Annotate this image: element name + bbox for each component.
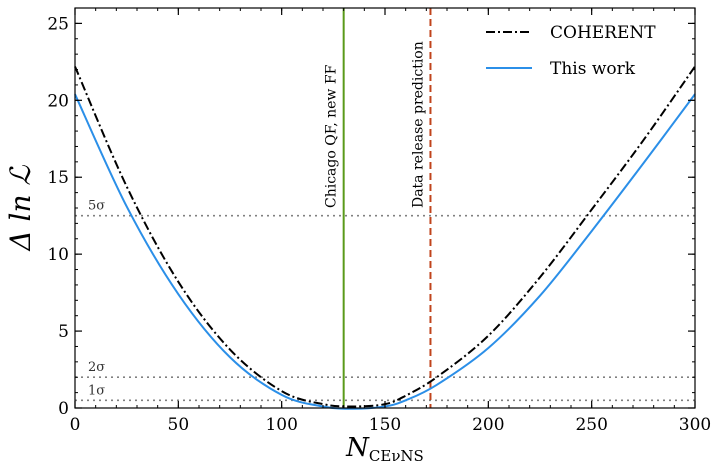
x-tick-label: 300 (679, 415, 711, 435)
x-tick-label: 50 (168, 415, 190, 435)
y-axis-title: Δ ln ℒ (4, 165, 37, 252)
series-curves (74, 65, 696, 410)
series-line-1 (74, 65, 696, 408)
annotations: 5σ 2σ 1σ Chicago QF, new FF Data release pre… (88, 41, 426, 398)
y-tick-label: 5 (58, 322, 69, 342)
vline-label-2: Data release prediction (410, 41, 426, 208)
hline-label-3: 1σ (88, 383, 105, 398)
axis-ticks: 0 50 100 150 200 250 300 0 5 10 15 20 25 (47, 7, 711, 435)
y-tick-label: 25 (47, 14, 69, 34)
y-tick-label: 15 (47, 168, 69, 188)
legend-label-2: This work (550, 59, 636, 79)
y-tick-label: 20 (47, 91, 69, 111)
x-tick-label: 250 (575, 415, 607, 435)
vline-label-1: Chicago QF, new FF (324, 64, 340, 208)
legend: COHERENT This work (486, 23, 656, 79)
legend-label-1: COHERENT (550, 23, 656, 43)
y-tick-label: 0 (58, 399, 69, 419)
x-tick-label: 150 (369, 415, 401, 435)
x-tick-label: 0 (70, 415, 81, 435)
hline-label-1: 5σ (88, 199, 105, 214)
reference-lines (75, 8, 695, 408)
x-tick-label: 100 (265, 415, 297, 435)
y-tick-label: 10 (47, 245, 69, 265)
x-tick-label: 200 (472, 415, 504, 435)
series-line-2 (74, 93, 696, 410)
x-axis-title: NCEνNS (345, 433, 424, 463)
hline-label-2: 2σ (88, 360, 105, 375)
